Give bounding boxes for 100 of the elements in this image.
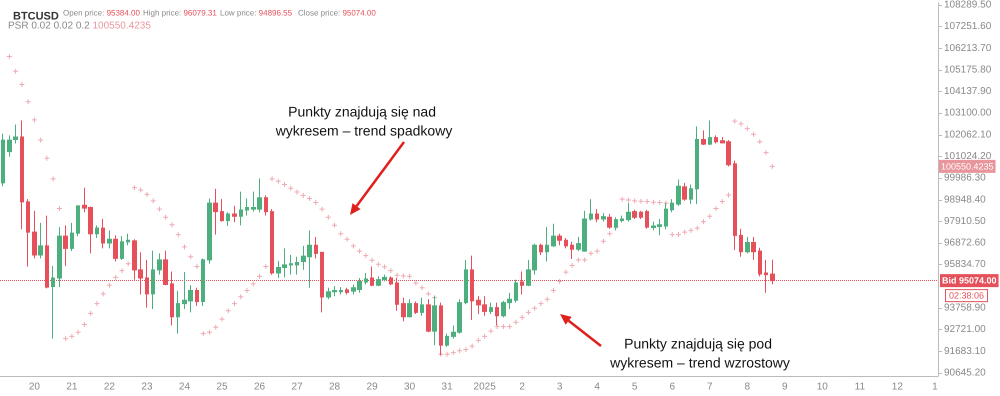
x-tick-label: 12 [892, 382, 904, 392]
y-tick-label: 92721.00 [944, 324, 986, 336]
y-tick-label: 96872.60 [944, 238, 986, 249]
y-tick-label: 93758.90 [944, 302, 986, 314]
candlestick [557, 233, 562, 246]
candlestick [682, 182, 687, 202]
y-tick-label: 105175.80 [944, 64, 992, 76]
x-tick-label: 10 [816, 382, 828, 392]
annotation: 100550.4235 [92, 20, 152, 32]
candlestick [213, 188, 218, 236]
y-tick-label: 97910.50 [944, 216, 986, 227]
candlestick [670, 198, 674, 213]
x-tick-label: 8 [744, 382, 750, 392]
x-tick-label: 2025 [474, 382, 496, 392]
y-tick-label: 91683.10 [944, 346, 986, 357]
candlestick [714, 134, 718, 144]
text: BTCUSD [13, 10, 59, 22]
candlestick [20, 120, 24, 230]
candlestick [626, 202, 631, 222]
candlestick [745, 236, 750, 254]
x-tick-label: 24 [178, 382, 190, 392]
candlestick [751, 236, 756, 260]
x-tick-label: 9 [782, 382, 788, 392]
candlestick [645, 209, 649, 230]
candlestick [76, 204, 80, 237]
text: 100550.4235 [941, 161, 994, 172]
candlestick [414, 301, 418, 315]
candlestick [51, 265, 55, 340]
y-tick-label: 107251.60 [944, 21, 992, 32]
candlestick [695, 126, 699, 205]
candlestick [676, 179, 681, 206]
candlestick [70, 222, 74, 252]
candlestick [1, 133, 5, 187]
candlestick [314, 236, 318, 259]
candlestick [289, 254, 293, 276]
candlestick [339, 286, 343, 295]
x-tick-label: 30 [404, 382, 416, 392]
annotation: Punkty znajdują się nad wykresem – trend spadkowy [274, 104, 452, 138]
candlestick [32, 210, 37, 259]
x-tick-label: 11 [854, 382, 866, 392]
candlestick [595, 208, 599, 223]
x-tick-label: 3 [556, 382, 563, 392]
candlestick [120, 236, 124, 260]
candlestick [201, 258, 205, 306]
x-tick-label: 21 [66, 382, 78, 392]
candlestick [733, 160, 737, 251]
candlestick [420, 297, 424, 316]
candlestick [514, 279, 518, 304]
candlestick [26, 198, 30, 268]
candlestick [689, 184, 693, 205]
candlestick [620, 215, 624, 223]
x-tick-label: 5 [632, 382, 638, 392]
annotation: Low price: 94896.55 [220, 8, 293, 18]
candlestick [739, 228, 743, 258]
candlestick [632, 209, 637, 220]
candlestick [489, 302, 493, 315]
candlestick [232, 205, 237, 223]
candlestick [264, 194, 268, 216]
y-tick-label: 90645.20 [944, 367, 986, 378]
candlestick [101, 218, 105, 249]
y-tick-label: 95834.70 [944, 259, 986, 270]
x-tick-label: 1 [932, 382, 938, 392]
candlestick [63, 224, 68, 266]
text: PSR 0.02 0.02 0.2 [8, 20, 93, 32]
candlestick [113, 234, 118, 262]
candlestick [295, 256, 299, 276]
candlestick [157, 252, 162, 276]
x-tick-label: 22 [104, 382, 116, 392]
y-tick-label: 104137.90 [944, 86, 992, 98]
candlestick [239, 191, 243, 226]
candlestick [270, 208, 274, 276]
text: 02:38:06 [949, 290, 984, 301]
y-tick-label: 98948.40 [944, 194, 986, 206]
candlestick [151, 250, 155, 310]
candlestick [401, 297, 406, 322]
candlestick [407, 298, 412, 318]
x-tick-label: 29 [366, 382, 378, 392]
candlestick [57, 226, 62, 288]
candlestick [445, 333, 449, 348]
candlestick [589, 198, 593, 222]
candlestick [220, 198, 224, 222]
candlestick [245, 198, 249, 216]
annotation: Open price: 95384.00 [63, 8, 140, 18]
y-tick-label: 99986.30 [944, 172, 986, 184]
y-tick-label: 102062.10 [944, 129, 992, 140]
annotation: Close price: 95074.00 [298, 8, 376, 18]
x-tick-label: 23 [141, 382, 153, 392]
x-tick-label: 28 [328, 382, 341, 392]
x-tick-label: 6 [669, 382, 676, 392]
candlestick [38, 222, 43, 259]
ref-line-label: Bid 95074.00 [942, 276, 997, 286]
x-tick-label: 25 [216, 382, 228, 392]
candlestick [226, 212, 230, 227]
x-tick-label: 26 [254, 382, 266, 392]
candlestick [708, 120, 712, 146]
candlestick [464, 259, 468, 305]
y-tick-label: 108289.50 [944, 0, 992, 10]
candlestick [95, 224, 99, 238]
y-tick-label: 106213.70 [944, 42, 992, 54]
candlestick [564, 237, 568, 249]
